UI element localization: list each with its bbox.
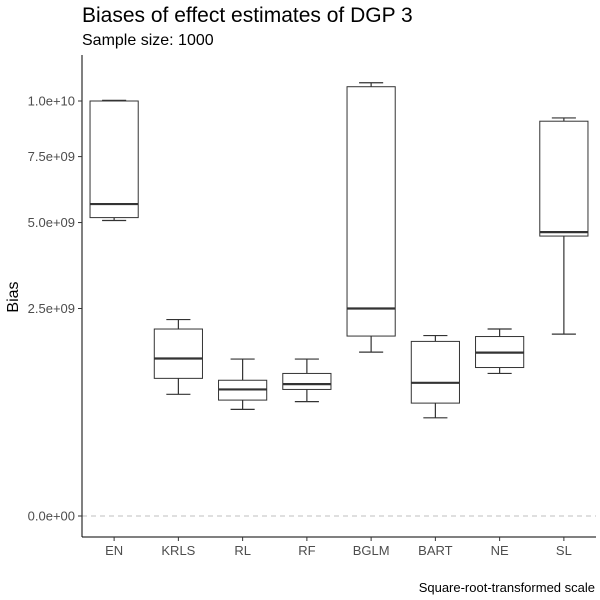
box-krls — [153, 328, 203, 379]
chart-title: Biases of effect estimates of DGP 3 — [82, 4, 413, 27]
box-bglm — [346, 86, 396, 337]
box-rf — [282, 372, 332, 390]
x-tick-label: SL — [556, 543, 572, 558]
y-tick-label: 0.0e+00 — [28, 509, 75, 524]
x-tick-label: KRLS — [161, 543, 195, 558]
y-tick-label: 7.5e+09 — [28, 149, 75, 164]
x-tick-label: BART — [418, 543, 452, 558]
x-tick-label: EN — [105, 543, 123, 558]
chart-caption: Square-root-transformed scale — [419, 580, 595, 595]
x-tick-label: RF — [298, 543, 315, 558]
chart-subtitle: Sample size: 1000 — [82, 32, 214, 49]
x-tick-label: RL — [234, 543, 251, 558]
box-bart — [410, 340, 460, 404]
plot-area: 0.0e+00 2.5e+09 5.0e+09 7.5e+09 1.0e+10 EN KRL… — [28, 55, 596, 558]
y-tick-label: 1.0e+10 — [28, 94, 75, 109]
y-tick-label: 2.5e+09 — [28, 301, 75, 316]
box-sl — [539, 120, 589, 237]
box-en — [89, 100, 139, 219]
x-tick-label: NE — [491, 543, 509, 558]
y-axis-title: Bias — [5, 281, 22, 312]
x-tick-label: BGLM — [353, 543, 390, 558]
y-tick-label: 5.0e+09 — [28, 215, 75, 230]
